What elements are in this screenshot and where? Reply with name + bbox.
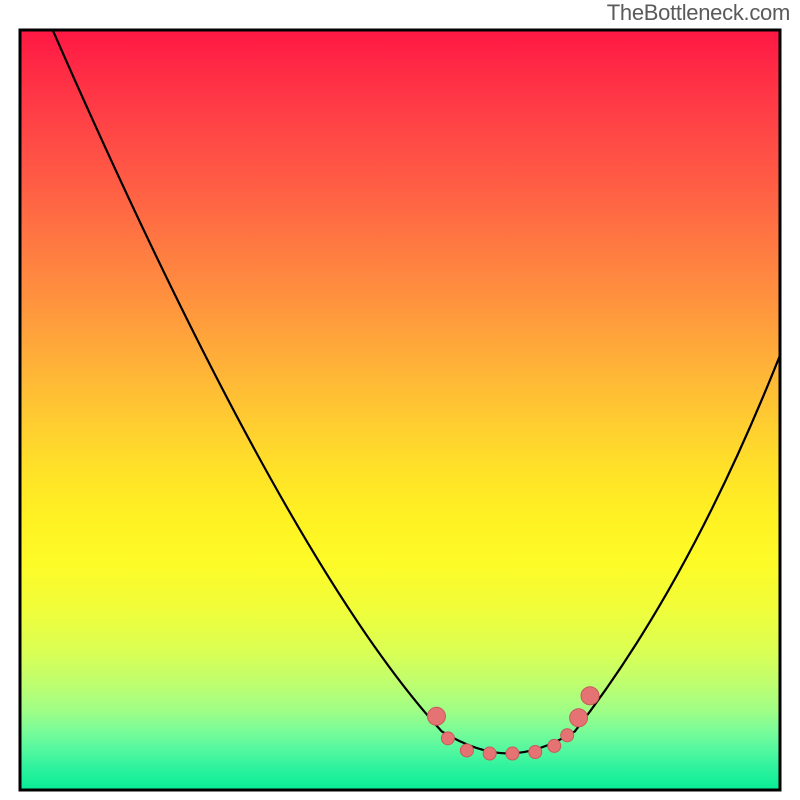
curve-marker [427,707,445,725]
watermark-text: TheBottleneck.com [607,0,790,26]
curve-marker [561,729,574,742]
plot-area [20,30,780,790]
curve-marker [483,747,496,760]
curve-marker [506,747,519,760]
curve-marker [460,744,473,757]
bottleneck-chart [0,0,800,800]
curve-marker [441,732,454,745]
curve-marker [529,746,542,759]
curve-marker [581,687,599,705]
curve-marker [570,709,588,727]
plot-background [20,30,780,790]
chart-container: TheBottleneck.com [0,0,800,800]
curve-marker [548,739,561,752]
